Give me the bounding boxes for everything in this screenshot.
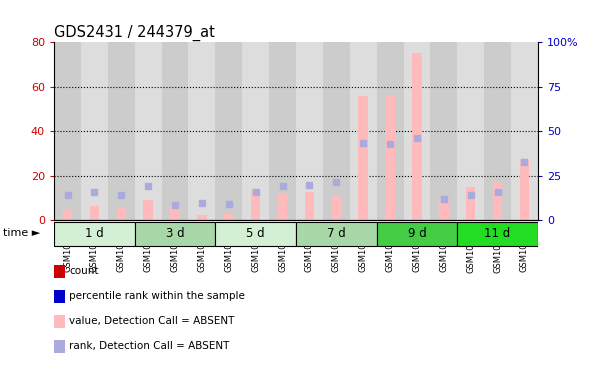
Bar — [251, 189, 260, 220]
Text: 5 d: 5 d — [246, 227, 265, 240]
Bar — [162, 42, 189, 220]
Bar — [135, 42, 162, 220]
Bar — [54, 222, 135, 246]
Bar — [457, 42, 484, 220]
Bar — [403, 42, 430, 220]
Bar — [457, 222, 538, 246]
Bar — [412, 53, 422, 220]
Bar — [189, 42, 215, 220]
Bar — [278, 194, 287, 220]
Bar — [323, 42, 350, 220]
Bar — [108, 42, 135, 220]
Bar — [170, 206, 180, 220]
Bar — [493, 182, 502, 220]
Bar — [296, 222, 377, 246]
Bar — [511, 42, 538, 220]
Text: count: count — [69, 266, 99, 276]
Bar — [144, 200, 153, 220]
Bar — [332, 195, 341, 220]
Bar — [439, 200, 448, 220]
Bar — [484, 42, 511, 220]
Bar — [242, 42, 269, 220]
Bar — [117, 207, 126, 220]
Text: value, Detection Call = ABSENT: value, Detection Call = ABSENT — [69, 316, 234, 326]
Bar — [90, 206, 99, 220]
Bar — [305, 192, 314, 220]
Bar — [63, 209, 72, 220]
Text: 9 d: 9 d — [407, 227, 426, 240]
Bar — [135, 222, 215, 246]
Text: time ►: time ► — [3, 228, 40, 238]
Bar — [269, 42, 296, 220]
Text: 3 d: 3 d — [166, 227, 185, 240]
Text: 1 d: 1 d — [85, 227, 104, 240]
Text: rank, Detection Call = ABSENT: rank, Detection Call = ABSENT — [69, 341, 230, 351]
Text: 7 d: 7 d — [327, 227, 346, 240]
Bar — [215, 222, 296, 246]
Bar — [296, 42, 323, 220]
Bar — [54, 42, 81, 220]
Bar — [430, 42, 457, 220]
Bar — [385, 96, 395, 220]
Text: 11 d: 11 d — [484, 227, 511, 240]
Bar — [350, 42, 377, 220]
Bar — [81, 42, 108, 220]
Text: GDS2431 / 244379_at: GDS2431 / 244379_at — [54, 25, 215, 41]
Bar — [520, 160, 529, 220]
Bar — [215, 42, 242, 220]
Bar — [197, 215, 207, 220]
Bar — [377, 222, 457, 246]
Text: percentile rank within the sample: percentile rank within the sample — [69, 291, 245, 301]
Bar — [466, 187, 475, 220]
Bar — [224, 214, 234, 220]
Bar — [358, 96, 368, 220]
Bar — [377, 42, 403, 220]
